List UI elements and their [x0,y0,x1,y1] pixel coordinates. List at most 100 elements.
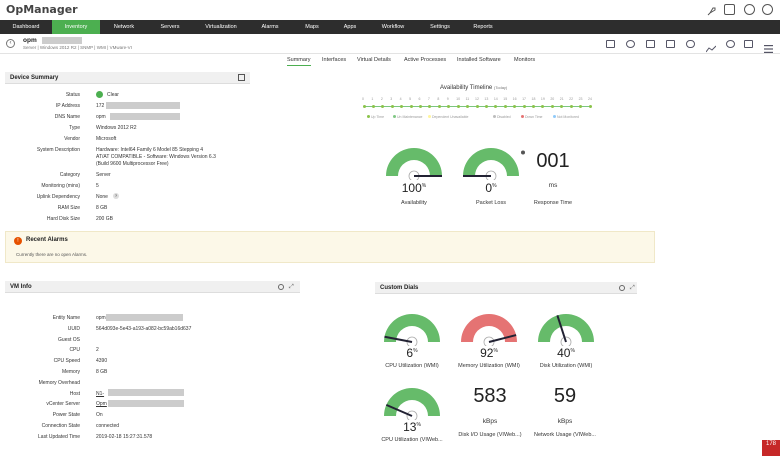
timeline-hour-label: 5 [409,97,412,101]
redacted-block [106,314,183,321]
field-value: AT/AT COMPATIBLE - Software: Windows Ver… [96,154,216,160]
nav-network[interactable]: Network [113,24,135,30]
timeline-hour-label: 9 [446,97,449,101]
expand-icon[interactable]: ⤢ [289,284,294,290]
nav-inventory[interactable]: Inventory [52,20,100,34]
redacted-block [106,102,180,109]
link-icon[interactable] [686,40,695,48]
refresh-icon[interactable] [619,285,625,291]
search-icon[interactable] [762,4,773,15]
nav-virtualization[interactable]: Virtualization [205,24,237,30]
field-label: Status [65,92,80,98]
tab-interfaces[interactable]: Interfaces [322,57,347,63]
recent-alarms-title: Recent Alarms [26,237,68,243]
nav-dashboard[interactable]: Dashboard [12,24,40,30]
field-label: Memory Overhead [38,379,80,386]
globe-icon[interactable] [726,40,735,48]
field-label: DNS Name [54,114,80,120]
field-value: None [96,194,108,200]
field-value[interactable]: N1- [96,390,105,397]
field-label: Power State [52,412,80,419]
settings-icon[interactable] [519,142,527,155]
timeline-hour-label: 8 [437,97,440,101]
timeline-dot [579,105,583,108]
tab-virtual-details[interactable]: Virtual Details [357,57,391,63]
timeline-dot [437,105,441,108]
timeline-hour-label: 3 [390,97,393,101]
dial-value: 6% [406,346,418,360]
edit-icon[interactable] [238,74,245,81]
packet-loss-label: Packet Loss [476,200,506,206]
nav-settings[interactable]: Settings [430,24,450,30]
field-label: CPU [69,347,80,354]
field-value[interactable]: Opm [96,401,107,408]
nav-alarms[interactable]: Alarms [261,24,279,30]
mail-icon[interactable] [666,40,675,48]
app-logo: OpManager [6,3,78,16]
timeline-dot [466,105,470,108]
monitor-icon[interactable] [724,4,735,15]
topology-icon[interactable] [646,40,655,48]
timeline-dot [475,105,479,108]
field-label: Entity Name [52,315,80,321]
availability-gauge [386,148,442,180]
menu-icon[interactable] [764,40,773,53]
field-value: Hardware: Intel64 Family 6 Model 85 Step… [96,147,204,153]
packet-loss-gauge [463,148,519,180]
field-value: (Build 9600 Multiprocessor Free) [96,161,169,167]
tab-installed-software[interactable]: Installed Software [457,57,501,63]
nav-maps[interactable]: Maps [305,24,319,30]
field-value: 8 GB [96,205,108,211]
recent-alarms-panel: ! Recent Alarms Currently there are no o… [5,231,655,263]
nav-servers[interactable]: Servers [160,24,180,30]
timeline-hour-label: 10 [456,97,461,101]
legend-label: Up Time [371,115,385,119]
disk-io-label: Disk I/O Usage (VIWeb...) [458,432,522,438]
legend-dot [553,115,556,118]
refresh-icon[interactable] [278,284,284,290]
chart-icon[interactable] [606,40,615,48]
timeline-hour-label: 24 [588,97,592,101]
tab-monitors[interactable]: Monitors [514,57,536,63]
field-value: 564d093e-5e43-a193-a082-bc59ab16d637 [96,325,192,332]
refresh-icon[interactable] [744,4,755,15]
timeline-dot [550,105,554,108]
graph-icon[interactable] [705,40,717,53]
nav-reports[interactable]: Reports [473,24,493,30]
timeline-dot [409,105,413,108]
help-icon[interactable]: ? [113,193,119,199]
timeline-hour-label: 16 [512,97,517,101]
field-label: Vendor [64,136,80,142]
field-label: IP Address [55,103,80,109]
status-value: Clear [107,92,119,98]
tab-summary[interactable]: Summary [287,55,311,66]
legend-label: Un Maintenance [397,115,423,119]
field-label: Hard Disk Size [46,216,80,222]
field-value: connected [96,423,120,429]
device-header: ‹ opm Server | Windows 2012 R2 | SNMP | … [0,34,780,54]
expand-icon[interactable]: ⤢ [630,285,635,291]
legend-label: Disabled [497,115,511,119]
dial-arc [384,388,440,416]
status-ok-icon [96,91,103,98]
notification-badge[interactable]: 178 [762,440,780,456]
rocket-icon[interactable] [706,4,717,16]
nav-workflow[interactable]: Workflow [381,24,405,30]
alarm-bell-icon[interactable] [626,40,635,48]
timeline-dot [484,105,488,108]
legend-label: Down Time [525,115,543,119]
redacted-block [42,37,82,44]
top-bar: OpManager [0,0,780,20]
dial-gauge [384,388,440,420]
dial-needle [385,403,413,417]
dial-needle [384,335,413,343]
timeline-hour-label: 22 [569,97,574,101]
timeline-dot [390,105,394,108]
tab-active-processes[interactable]: Active Processes [404,57,447,63]
timeline-hour-label: 21 [559,97,564,101]
legend-dot [367,115,370,118]
nav-apps[interactable]: Apps [343,24,357,30]
screen-settings-icon[interactable] [744,40,753,48]
back-arrow-icon[interactable]: ‹ [6,39,15,48]
network-usage-value: 59 [553,385,577,407]
